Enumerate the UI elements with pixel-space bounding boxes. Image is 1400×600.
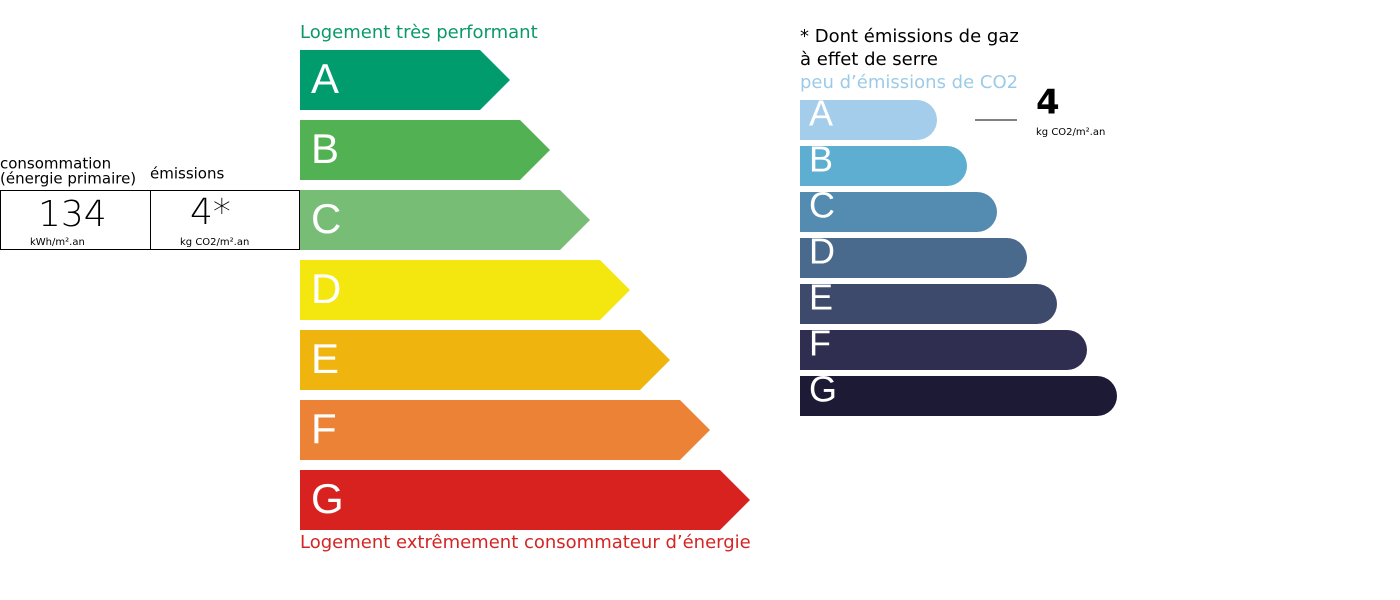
energy-arrow (300, 400, 710, 460)
ges-bar (800, 330, 1087, 370)
energy-arrow (300, 330, 670, 390)
energy-top-label: Logement très performant (300, 22, 538, 43)
consumption-label: consommation (0, 155, 111, 173)
ges-bar (800, 146, 967, 186)
energy-bottom-label: Logement extrêmement consommateur d’éner… (300, 532, 751, 553)
energy-arrow (300, 470, 750, 530)
energy-letter: G (311, 475, 344, 522)
energy-letter: B (311, 125, 339, 172)
consumption-unit: kWh/m².an (30, 237, 85, 248)
ges-letter: F (809, 323, 831, 364)
consumption-label: (énergie primaire) (0, 170, 136, 188)
energy-letter: C (311, 195, 341, 242)
energy-arrow (300, 260, 630, 320)
energy-arrow (300, 50, 510, 110)
ges-bar (800, 238, 1027, 278)
energy-letter: F (311, 405, 337, 452)
ges-bar (800, 192, 997, 232)
ges-letter: D (809, 231, 835, 272)
ges-value: 4 (1036, 83, 1060, 123)
ges-letter: E (809, 277, 833, 318)
ges-letter: C (809, 185, 835, 226)
energy-letter: A (311, 55, 339, 102)
ges-letter: A (809, 93, 833, 134)
energy-letter: E (311, 335, 339, 382)
ges-top-label: peu d’émissions de CO2 (800, 72, 1018, 93)
ges-unit: kg CO2/m².an (1036, 127, 1105, 138)
energy-arrow (300, 190, 590, 250)
emissions-value: 4* (190, 192, 231, 233)
consumption-value: 134 (38, 194, 107, 235)
ges-bar (800, 284, 1057, 324)
emissions-label: émissions (150, 165, 224, 183)
ges-note: * Dont émissions de gaz (800, 26, 1019, 47)
ges-note: à effet de serre (800, 49, 938, 70)
ges-letter: G (809, 369, 837, 410)
energy-arrow (300, 120, 550, 180)
ges-bar (800, 376, 1117, 416)
ges-letter: B (809, 139, 833, 180)
ges-bar (800, 100, 937, 140)
energy-letter: D (311, 265, 341, 312)
emissions-unit: kg CO2/m².an (180, 237, 249, 248)
